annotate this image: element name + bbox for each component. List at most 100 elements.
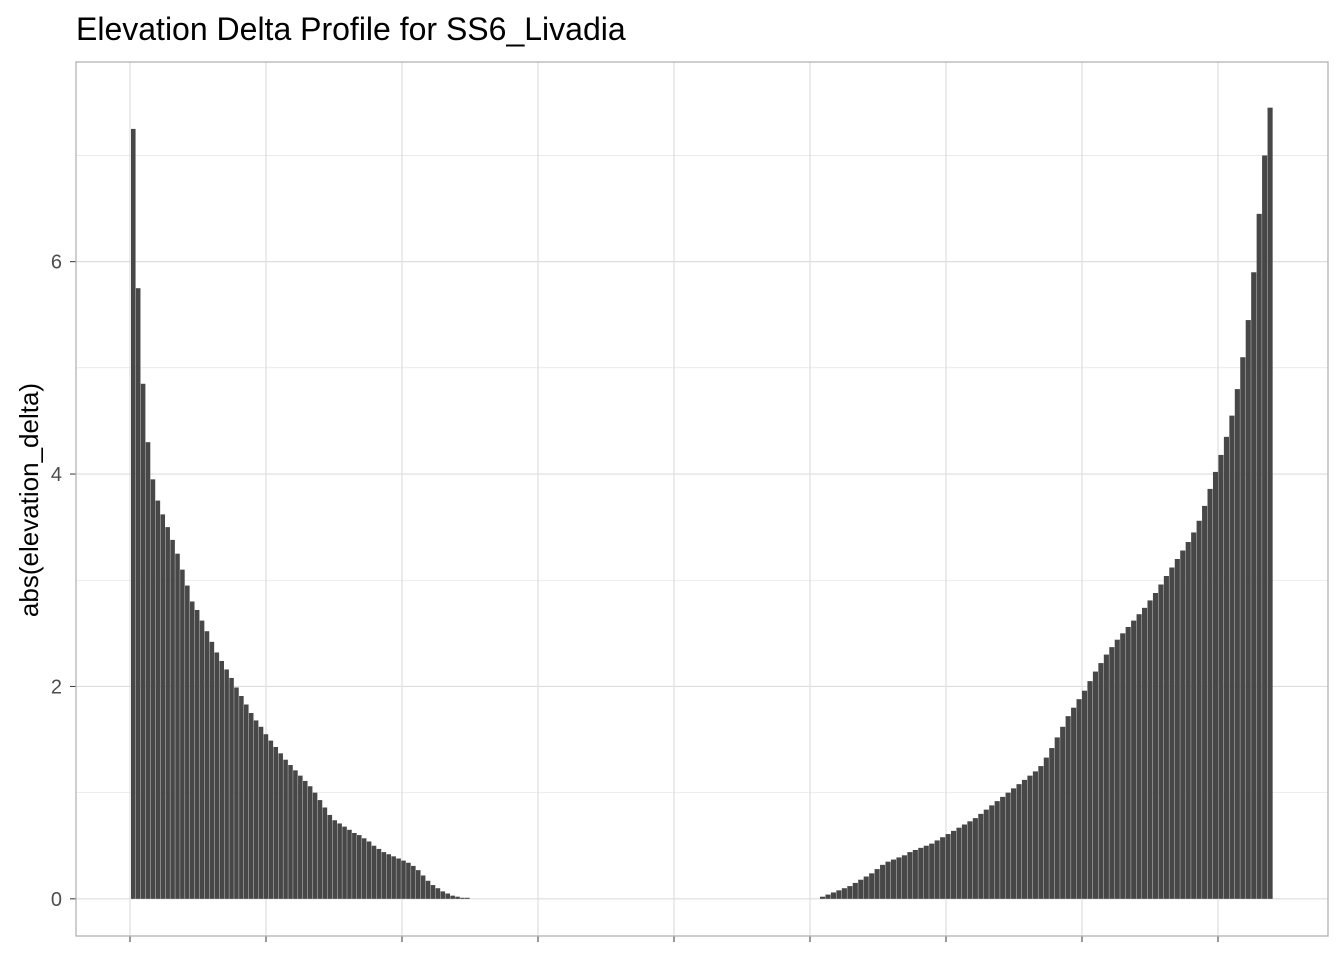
bar (934, 840, 940, 899)
bar (263, 734, 269, 899)
bar (214, 652, 220, 899)
bar (317, 800, 323, 899)
bar (135, 288, 141, 899)
bar (455, 896, 460, 899)
bar (425, 880, 431, 899)
bar (420, 875, 426, 899)
y-tick-label: 4 (51, 464, 62, 486)
bar (1207, 488, 1213, 899)
bar (170, 539, 175, 899)
bar (248, 712, 254, 899)
bar (858, 879, 864, 899)
bar (901, 855, 907, 899)
bar (189, 601, 195, 899)
bar (239, 696, 244, 899)
bar (366, 841, 372, 899)
bar (465, 897, 470, 899)
bar (989, 805, 995, 899)
bar (1043, 757, 1049, 899)
bar (1125, 626, 1131, 899)
y-ticks: 0 2 4 6 (51, 252, 1219, 942)
bar (929, 843, 935, 899)
bar (1234, 389, 1240, 899)
bar (1081, 690, 1088, 899)
bar (1065, 716, 1071, 899)
bar (391, 856, 396, 899)
bar (253, 720, 259, 899)
y-tick-label: 0 (51, 889, 62, 911)
bar (1120, 633, 1126, 899)
bar (1185, 542, 1191, 899)
bar (406, 862, 411, 899)
bar (1245, 320, 1251, 899)
bar (1191, 532, 1197, 899)
y-tick-label: 6 (51, 252, 62, 274)
bar (1180, 550, 1186, 899)
bar (1011, 788, 1017, 899)
bar (199, 620, 205, 899)
bar (1076, 699, 1082, 899)
bar (1103, 654, 1109, 899)
bar (1169, 567, 1175, 899)
bar (1262, 155, 1268, 899)
bar (194, 609, 200, 899)
bar (836, 890, 842, 899)
bar (361, 838, 367, 899)
bar (1038, 766, 1044, 899)
bar (874, 869, 880, 899)
bar (978, 813, 984, 899)
bar (983, 809, 989, 899)
bar (885, 861, 891, 899)
bar (450, 895, 455, 899)
bar (293, 770, 298, 899)
bar (918, 847, 924, 899)
bar (342, 826, 347, 899)
bar (1218, 454, 1224, 899)
bar (283, 759, 288, 899)
bar (950, 830, 957, 899)
bar (1021, 779, 1028, 899)
bar (288, 765, 293, 899)
bar (415, 870, 421, 899)
bar (1016, 784, 1022, 899)
bar (1032, 771, 1038, 899)
bar (1147, 600, 1153, 899)
bars (131, 107, 1273, 899)
bar (229, 677, 234, 899)
bar (923, 845, 929, 899)
bar (972, 818, 978, 899)
bar (175, 553, 180, 899)
bar (847, 886, 853, 899)
bar (396, 858, 401, 899)
bar (145, 442, 151, 899)
bar (830, 892, 837, 899)
bar (430, 885, 436, 899)
bar (1174, 559, 1180, 899)
bar (1005, 792, 1011, 899)
bar (376, 848, 382, 899)
bar (1136, 614, 1142, 899)
bar (912, 849, 918, 899)
bar (155, 500, 161, 899)
bar (961, 824, 968, 899)
bar (1163, 575, 1169, 899)
bar (165, 527, 170, 899)
bar (312, 792, 318, 899)
bar (185, 585, 190, 899)
bar (1267, 107, 1273, 899)
bar (268, 740, 274, 899)
bar (352, 832, 357, 899)
bar (273, 746, 279, 899)
y-axis-label: abs(elevation_delta) (14, 383, 44, 617)
panel-border (75, 61, 1329, 937)
bar (204, 631, 210, 899)
bar (131, 128, 136, 899)
bar (852, 882, 858, 899)
bar (863, 876, 869, 899)
bar (140, 383, 146, 899)
bar (820, 896, 826, 899)
bar (371, 845, 377, 899)
bar (1131, 620, 1137, 899)
bar (956, 827, 962, 899)
